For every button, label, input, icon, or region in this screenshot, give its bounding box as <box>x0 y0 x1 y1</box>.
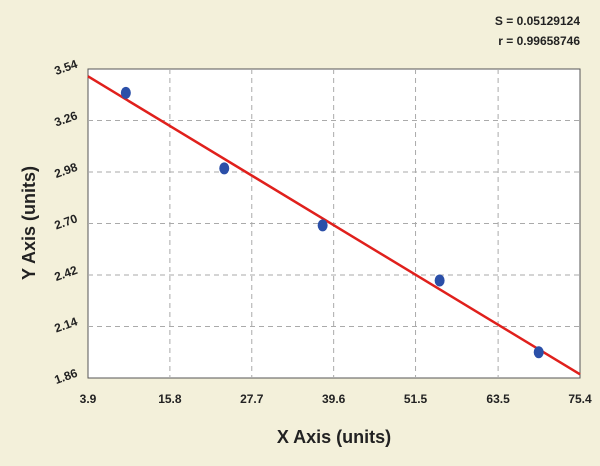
point <box>219 162 230 175</box>
x-axis-label: X Axis (units) <box>277 427 391 447</box>
point <box>434 274 445 287</box>
x-tick-label: 75.4 <box>568 392 592 406</box>
x-tick-label: 63.5 <box>486 392 510 406</box>
x-tick-label: 27.7 <box>240 392 264 406</box>
x-tick-label: 3.9 <box>80 392 97 406</box>
y-axis-label: Y Axis (units) <box>19 166 39 280</box>
point <box>533 346 544 359</box>
annotation: r = 0.99658746 <box>498 34 580 48</box>
annotation: S = 0.05129124 <box>495 14 580 28</box>
x-tick-label: 51.5 <box>404 392 428 406</box>
x-tick-label: 39.6 <box>322 392 346 406</box>
x-tick-label: 15.8 <box>158 392 182 406</box>
point <box>317 219 328 232</box>
point <box>120 86 131 99</box>
fit-line <box>87 75 581 376</box>
